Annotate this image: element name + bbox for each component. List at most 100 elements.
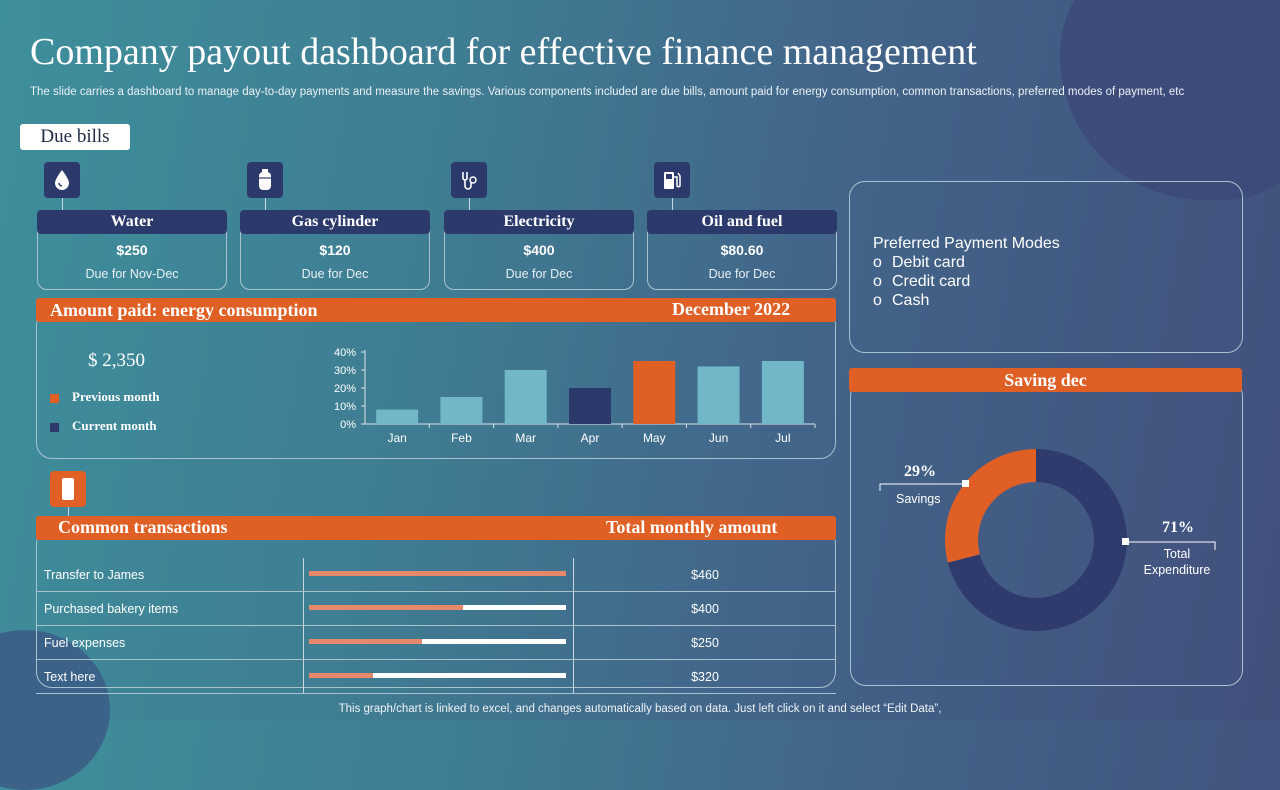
transaction-amount: $320 [573,659,836,694]
transaction-label: Text here [36,659,304,694]
x-tick-label: Jul [775,431,790,445]
y-tick-label: 20% [334,383,356,395]
saving-header-bar [849,368,1242,392]
transaction-progress-cell [303,659,574,694]
bar-jan [376,409,419,424]
plug-icon [451,162,487,198]
transaction-progress-fill [309,639,423,644]
decorative-blob-top-right [1060,0,1280,200]
bill-connector [265,198,266,210]
bill-card-gas-cylinder: Gas cylinder $120 Due for Dec [240,162,430,290]
payment-mode-item: Cash [873,291,1060,310]
expenditure-leader-marker [1122,538,1129,545]
savings-leader-marker [962,480,969,487]
saving-donut-chart [879,449,1216,631]
bill-connector [62,198,63,210]
bill-due: Due for Dec [708,267,776,281]
transactions-header-bar [36,516,836,540]
y-tick-label: 30% [334,365,356,377]
payment-modes-title: Preferred Payment Modes [873,235,1060,252]
transactions-header-title: Common transactions [58,517,228,537]
fuel-pump-icon [654,162,690,198]
bar-jun [697,366,740,424]
bar-may [633,361,676,424]
table-row: Purchased bakery items $400 [36,591,836,626]
legend-label-current: Current month [72,418,157,433]
energy-header-bar [36,298,836,322]
transactions-connector [68,507,69,516]
x-tick-label: Apr [581,431,600,445]
water-drop-icon [44,162,80,198]
mobile-phone-icon [50,471,86,507]
transaction-progress-fill [309,571,566,576]
bill-due: Due for Nov-Dec [85,267,179,281]
y-tick-label: 40% [334,347,356,359]
bill-amount: $120 [319,242,351,258]
transaction-label: Fuel expenses [36,625,304,660]
bill-name: Electricity [444,210,634,234]
bill-due: Due for Dec [505,267,573,281]
transaction-amount: $460 [573,558,836,592]
bill-name: Water [37,210,227,234]
payment-modes: Preferred Payment Modes Debit card Credi… [873,234,1060,310]
expenditure-slice [947,449,1127,631]
transaction-progress-track [309,673,566,678]
transaction-amount: $400 [573,591,836,626]
bill-name: Oil and fuel [647,210,837,234]
bill-amount: $400 [523,242,555,258]
table-row: Text here $320 [36,659,836,694]
savings-label: Savings [896,492,941,506]
x-tick-label: Jan [387,431,406,445]
footer-note: This graph/chart is linked to excel, and… [338,703,942,715]
bar-jul [761,361,804,424]
transactions-table: Transfer to James $460 Purchased bakery it… [36,558,836,694]
transaction-progress-fill [309,673,374,678]
transaction-progress-fill [309,605,464,610]
energy-bar-chart: 0% 10% 20% 30% 40% Jan Feb Mar Apr May Jun Jul [334,347,816,445]
savings-leader-line [879,483,966,491]
transaction-amount: $250 [573,625,836,660]
x-tick-label: Feb [451,431,472,445]
due-bills-tag: Due bills [20,124,130,150]
transaction-progress-track [309,571,566,576]
transaction-progress-track [309,605,566,610]
page-subtitle: The slide carries a dashboard to manage … [30,86,1185,98]
expenditure-label: Total Expenditure [1120,546,1234,578]
y-tick-label: 10% [334,401,356,413]
savings-percent: 29% [904,463,936,480]
x-tick-label: Jun [709,431,728,445]
transaction-progress-cell [303,591,574,626]
energy-header-title: Amount paid: energy consumption [50,300,318,320]
bill-due: Due for Dec [301,267,369,281]
bill-name: Gas cylinder [240,210,430,234]
y-tick-label: 0% [340,419,356,431]
bar-mar [504,370,547,424]
transaction-progress-track [309,639,566,644]
energy-amount: $ 2,350 [88,350,145,371]
legend-label-previous: Previous month [72,389,160,404]
expenditure-label-line1: Total [1163,547,1191,561]
bill-card-water: Water $250 Due for Nov-Dec [37,162,227,290]
legend-swatch-previous [50,394,59,403]
bill-amount: $250 [116,242,148,258]
transactions-header-right: Total monthly amount [606,517,778,537]
transaction-progress-cell [303,625,574,660]
legend-swatch-current [50,423,59,432]
bill-amount: $80.60 [720,242,764,258]
bill-card-oil-and-fuel: Oil and fuel $80.60 Due for Dec [647,162,837,290]
x-tick-label: May [643,431,666,445]
energy-period: December 2022 [672,299,791,319]
table-row: Transfer to James $460 [36,558,836,592]
transaction-label: Purchased bakery items [36,591,304,626]
payment-modes-panel [849,181,1243,353]
gas-cylinder-icon [247,162,283,198]
transaction-label: Transfer to James [36,558,304,592]
bill-connector [672,198,673,210]
expenditure-leader-line [1126,541,1216,550]
x-tick-label: Mar [515,431,536,445]
table-row: Fuel expenses $250 [36,625,836,660]
page-title: Company payout dashboard for effective f… [30,31,977,73]
payment-mode-item: Credit card [873,272,1060,291]
expenditure-label-line2: Expenditure [1143,563,1211,577]
expenditure-percent: 71% [1162,519,1194,536]
